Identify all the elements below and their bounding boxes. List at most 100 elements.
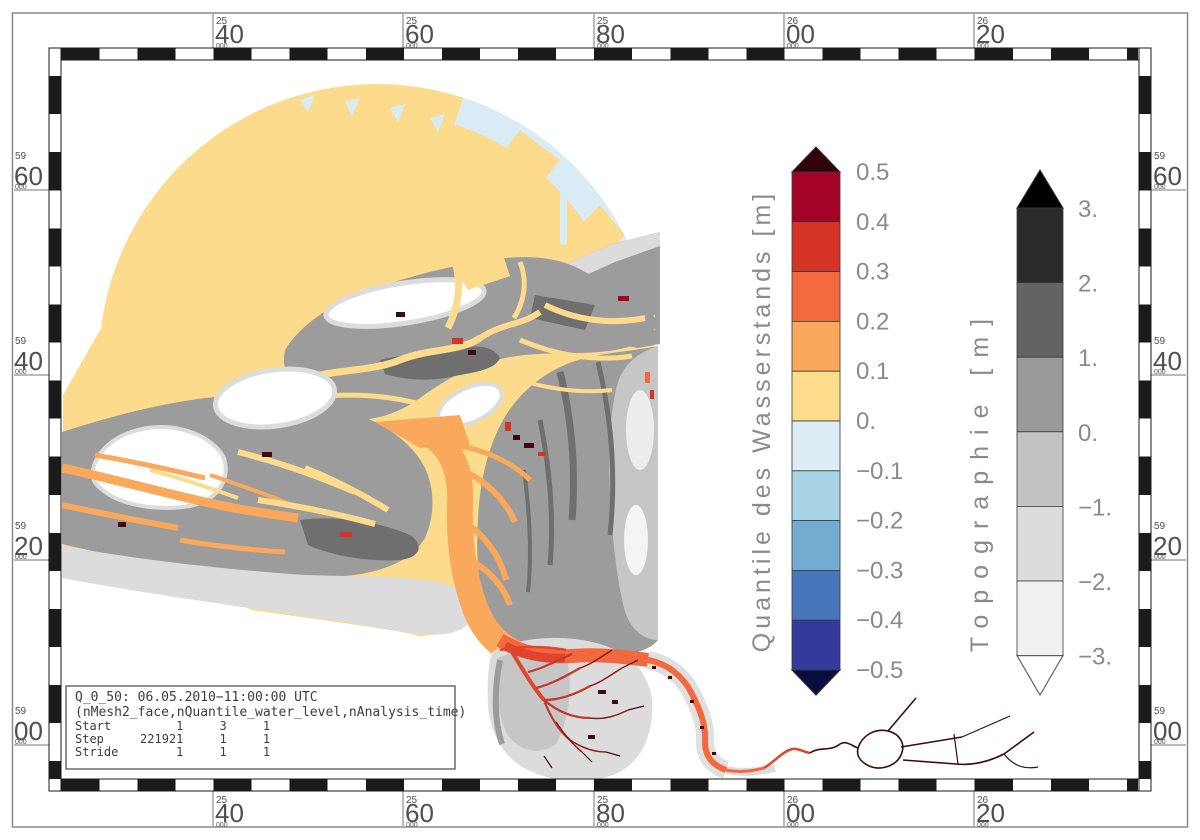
axis-tick-label: 000 [406,43,418,50]
border-checker-cell [137,779,176,791]
elbe-river-red-meander [763,747,811,770]
axis-tick-label: 40 [215,798,244,828]
speck-red [505,422,511,431]
border-checker-cell [1126,779,1138,791]
axis-tick-label: 000 [787,43,799,50]
axis-tick-label: 000 [15,369,27,376]
border-checker-cell [49,152,61,191]
topographie-tick-label: −2. [1078,569,1112,596]
creek-specks [588,690,618,739]
border-checker-cell [746,779,785,791]
axis-tick-label: 40 [215,19,244,49]
elbe-upstream-network [809,697,1039,769]
border-checker-cell [1126,48,1138,60]
border-checker-cell [1139,761,1151,779]
axis-tick-label: 59 [1154,151,1166,162]
border-checker-cell [822,48,861,60]
topographie-tick-label: 1. [1078,345,1098,372]
axis-tick-label: 40 [1153,346,1182,376]
border-checker-cell [974,48,1013,60]
outer-frame [11,12,1189,828]
topographie-cell [1016,431,1064,507]
border-checker-cell [974,779,1013,791]
speck-maroon [262,452,272,457]
shore-sand-patch [626,390,654,470]
border-checker-cell [365,48,404,60]
axis-tick-label: 26 [977,16,989,27]
axis-tick-label: 000 [597,822,609,829]
shore-sand-patch [624,505,648,575]
axis-tick-label: 000 [977,822,989,829]
axis-tick-label: 25 [216,795,228,806]
colorbar-quantile-title: Quantile des Wasserstands [m] [748,190,776,652]
speck-maroon [468,350,476,355]
border-checker-cell [61,779,100,791]
border-checker-cell [49,380,61,419]
border-checker-cell [898,48,937,60]
axis-tick-label: 000 [1154,369,1166,376]
topographie-under-arrow [1015,654,1065,697]
axis-tick-label: 000 [406,822,418,829]
river-edge-specks [652,666,716,755]
elbe-channel-orange [415,417,527,669]
quantile-tick-label: 0.4 [856,209,889,236]
axis-tick-label: 000 [1154,739,1166,746]
quantile-tick-label: −0.5 [856,657,903,684]
elbe-side-channels [454,442,532,607]
colorbar-topographie: 3. 2. 1. 0. −1. −2. −3. [1015,169,1112,697]
axis-tick-label: 000 [597,43,609,50]
speck-crimson [618,296,629,301]
tidal-channels-west-orange [62,452,299,555]
border-checker-cell [1139,76,1151,115]
quantile-cell [791,520,841,571]
border-checker-cell [441,48,480,60]
border-checker-cell [1139,456,1151,495]
axis-tick-label: 59 [1154,706,1166,717]
map-border-checker [48,47,1152,792]
tidal-channels-east-yellow [504,302,646,394]
quantile-tick-label: 0. [856,408,876,435]
map-canvas [62,84,1039,779]
border-checker-cell [1139,380,1151,419]
topographie-cell [1016,580,1064,656]
quantile-tick-label: −0.2 [856,508,903,535]
axis-tick-label: 25 [597,795,609,806]
speck-red [650,390,654,399]
topographie-tick-label: 0. [1078,420,1098,447]
axis-tick-label: 40 [14,346,43,376]
axis-tick-label: 25 [406,795,418,806]
axis-tick-label: 59 [1154,521,1166,532]
info-box-row-stride: Stride 1 1 1 [75,745,270,759]
speck-red [452,338,463,344]
rim-yellow-patch [580,205,625,255]
tidal-flats-west-deep [300,518,419,561]
axis-tick-label: 20 [976,798,1005,828]
border-checker-cell [49,532,61,571]
axis-tick-label: 00 [786,19,815,49]
border-checker-cell [1139,532,1151,571]
axis-tick-label: 59 [15,151,27,162]
border-checker-cell [49,76,61,115]
marsh-area-inner [496,649,570,751]
quantile-cell [791,221,841,273]
speck-red [538,452,546,456]
border-checker-cell [518,779,557,791]
quantile-over-arrow [790,146,842,173]
border-checker-cell [49,761,61,779]
speck-orange [645,372,650,383]
colorbar-quantile: 0.5 0.4 0.3 0.2 0.1 0. −0.1 −0.2 −0.3 −0.4 −0.5 [790,146,903,696]
rim-yellow-patch [505,130,560,185]
creek-top [499,645,567,652]
elbe-river-bend [647,657,728,773]
topographie-tick-label: 2. [1078,271,1098,298]
axis-tick-label: 60 [405,19,434,49]
axis-tick-label: 20 [976,19,1005,49]
border-checker-cell [1139,685,1151,724]
axis-tick-label: 60 [14,161,43,191]
info-box-row-step: Step 221921 1 1 [75,732,270,746]
axis-tick-label: 26 [977,795,989,806]
border-checker-cell [1139,152,1151,191]
border-checker-cell [1139,228,1151,267]
border-checker-cell [61,48,100,60]
info-box-variable: (nMesh2_face,nQuantile_water_level,nAnal… [75,705,466,720]
